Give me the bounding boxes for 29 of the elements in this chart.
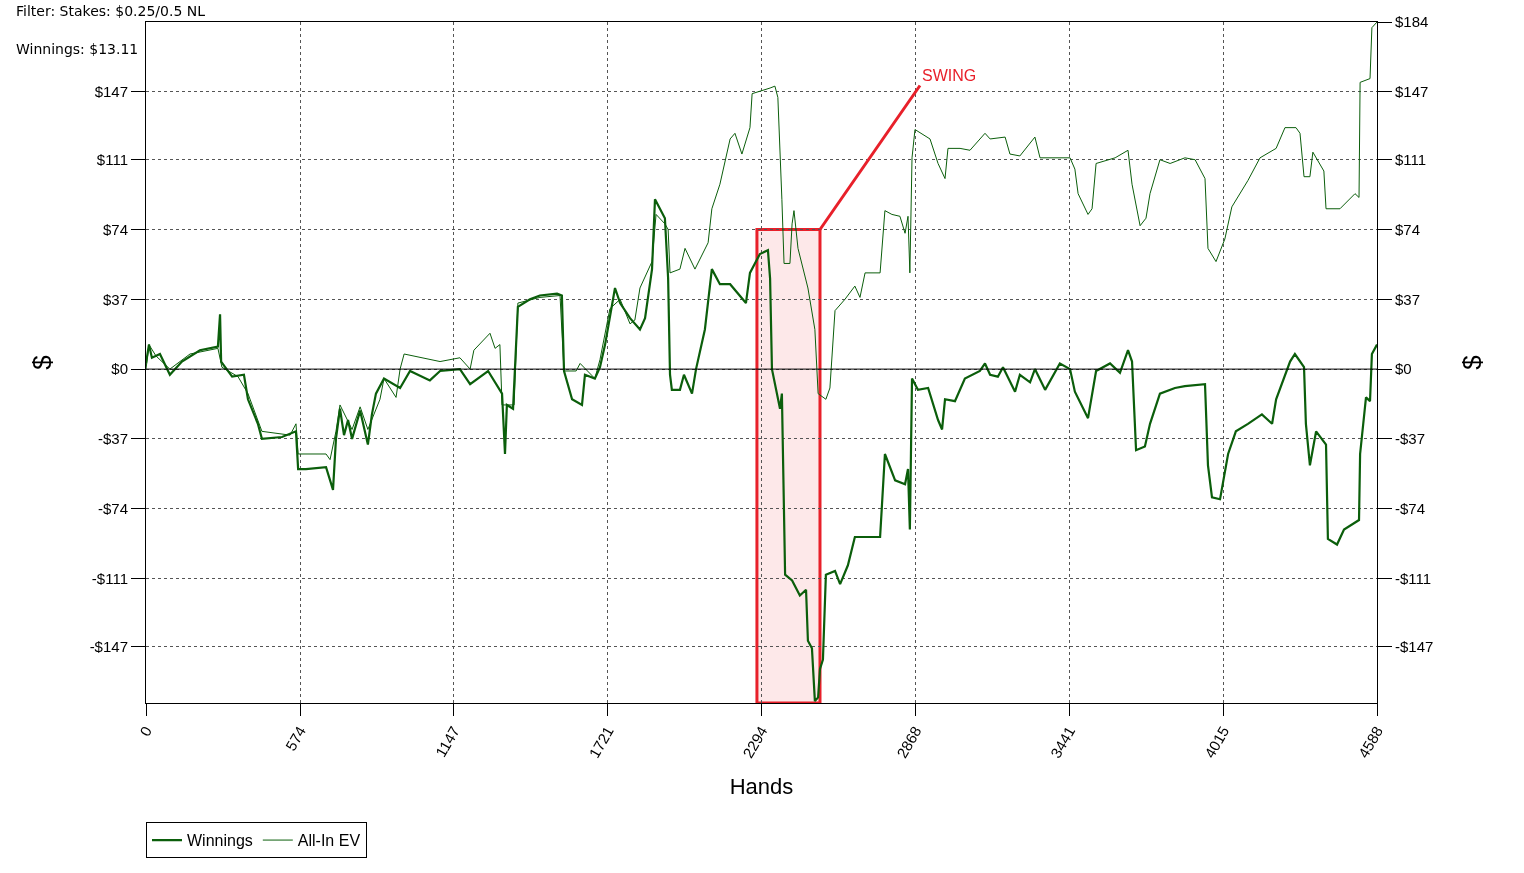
y-tick-label: -$147 bbox=[89, 637, 128, 655]
y2-tick-label: -$74 bbox=[1395, 499, 1426, 517]
y-tick-label: $111 bbox=[96, 150, 128, 168]
text: Filter: Stakes: $0.25/0.5 NL bbox=[16, 3, 206, 19]
y-tick-label: -$111 bbox=[91, 569, 128, 587]
y-tick-label: -$37 bbox=[97, 430, 128, 448]
y-tick-label: -$74 bbox=[97, 499, 128, 517]
y2-tick-label: -$37 bbox=[1395, 430, 1426, 448]
y2-tick-label: -$147 bbox=[1395, 637, 1434, 655]
y2-axis-title: $ bbox=[1457, 354, 1488, 370]
y2-tick-label: $184 bbox=[1395, 13, 1429, 31]
annotation: SWING bbox=[922, 67, 977, 84]
y-tick-label: $0 bbox=[111, 360, 128, 378]
y-axis-title: $ bbox=[27, 354, 58, 370]
y-tick-label: $147 bbox=[94, 83, 128, 101]
text: Winnings: $13.11 bbox=[16, 41, 139, 57]
y2-tick-label: $74 bbox=[1395, 220, 1421, 238]
y2-tick-label: $147 bbox=[1395, 83, 1429, 101]
x-axis-title: Hands bbox=[729, 773, 794, 799]
y-tick-label: $37 bbox=[102, 290, 128, 308]
y2-tick-label: -$111 bbox=[1395, 569, 1432, 587]
y-tick-label: $74 bbox=[102, 220, 128, 238]
y2-tick-label: $111 bbox=[1395, 150, 1427, 168]
x-tick-label: 0 bbox=[136, 723, 156, 739]
x-tick-label: 574 bbox=[281, 723, 310, 754]
legend-label: All-In EV bbox=[297, 832, 361, 850]
legend-label: Winnings bbox=[187, 832, 253, 850]
y2-tick-label: $37 bbox=[1395, 290, 1421, 308]
y2-tick-label: $0 bbox=[1395, 360, 1412, 378]
